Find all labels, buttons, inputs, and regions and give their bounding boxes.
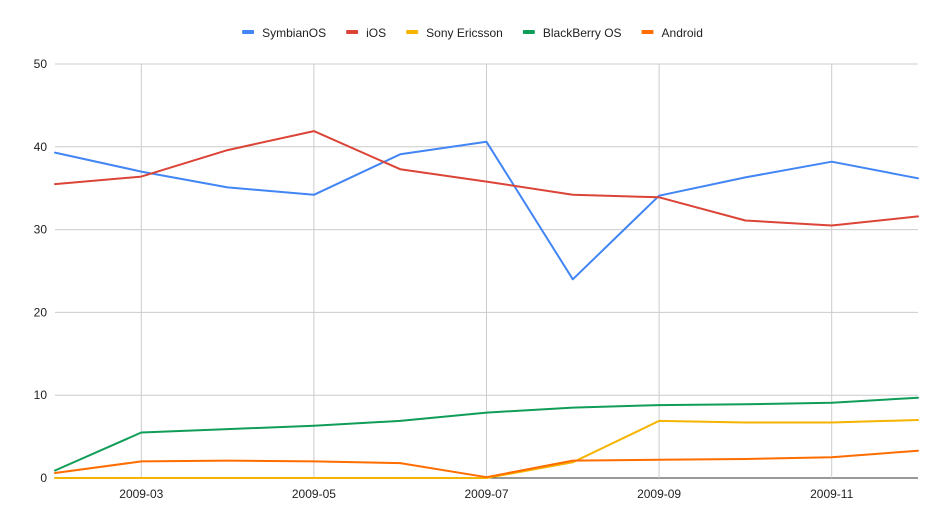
x-axis: 2009-03 2009-05 2009-07 2009-09 2009-11 [119,487,853,501]
legend-swatch [641,30,654,34]
legend-item-sony-ericsson[interactable]: Sony Ericsson [406,26,503,40]
y-tick-label: 0 [40,471,47,485]
y-axis: 0 10 20 30 40 50 [34,57,48,485]
legend-label: SymbianOS [262,26,326,40]
x-tick-label: 2009-09 [637,487,681,501]
series-line-symbianos [54,140,919,281]
x-tick-label: 2009-11 [810,487,853,501]
series-line-android [54,449,919,479]
x-tick-label: 2009-07 [464,487,508,501]
legend-item-ios[interactable]: iOS [346,26,386,40]
legend-label: iOS [366,26,386,40]
legend-item-android[interactable]: Android [641,26,703,40]
legend-label: Android [662,26,703,40]
legend-item-blackberry-os[interactable]: BlackBerry OS [522,26,622,40]
series-lines [54,130,919,479]
y-tick-label: 40 [34,140,48,154]
legend-label: Sony Ericsson [426,26,503,40]
legend-swatch [406,30,419,34]
legend-swatch [522,30,535,34]
series-line-blackberry-os [54,396,919,472]
legend[interactable]: SymbianOS iOS Sony Ericsson BlackBerry OS An… [242,26,703,40]
legend-label: BlackBerry OS [543,26,622,40]
y-tick-label: 50 [34,57,48,71]
x-tick-label: 2009-05 [292,487,336,501]
legend-item-symbianos[interactable]: SymbianOS [242,26,326,40]
legend-swatch [242,30,255,34]
y-tick-label: 20 [34,305,48,319]
x-tick-label: 2009-03 [119,487,163,501]
series-line-ios [54,130,919,227]
legend-items[interactable]: SymbianOS iOS Sony Ericsson BlackBerry OS An… [242,26,703,40]
gridlines [55,63,918,479]
y-tick-label: 10 [34,388,48,402]
y-tick-label: 30 [34,223,48,237]
legend-swatch [346,30,359,34]
